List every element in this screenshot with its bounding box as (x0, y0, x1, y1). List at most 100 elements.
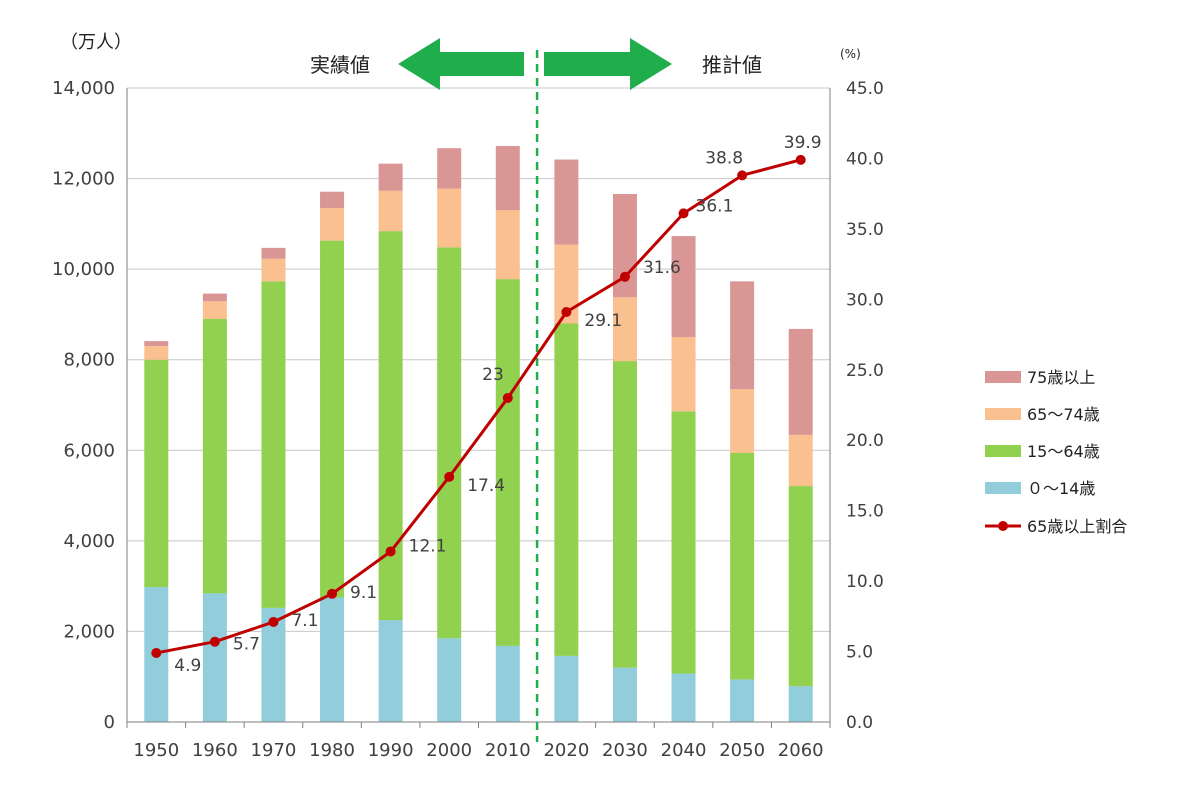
bar-2040-series-2 (671, 337, 696, 412)
left-arrow-icon (398, 38, 524, 90)
bar-1980-series-0 (320, 597, 345, 722)
bar-1960-series-2 (202, 301, 227, 319)
x-tick-label: 2050 (719, 740, 765, 761)
ratio-point-1980 (327, 588, 338, 599)
x-tick-label: 2000 (426, 740, 472, 761)
y2-tick-label: 20.0 (846, 431, 884, 451)
y2-tick-label: 5.0 (846, 643, 873, 663)
legend-label: 65歳以上割合 (1027, 517, 1127, 536)
bar-1960-series-3 (202, 293, 227, 302)
bar-2040-series-0 (671, 673, 696, 722)
x-tick-label: 2040 (661, 740, 707, 761)
axes (126, 88, 831, 728)
bar-1960-series-1 (202, 318, 227, 594)
right-axis-ticks: 0.0 5.0 10.0 15.0 20.0 25.0 30.0 35.0 40.0 45.0 (846, 79, 884, 733)
bar-2000-series-1 (437, 247, 462, 639)
legend-swatch (985, 408, 1021, 420)
bar-1980-series-1 (320, 240, 345, 598)
y-axis-unit: （万人） (60, 32, 132, 53)
legend-swatch (985, 371, 1021, 383)
bar-2000-series-2 (437, 188, 462, 248)
gridlines (127, 87, 830, 632)
x-tick-label: 1990 (368, 740, 414, 761)
ratio-point-1970 (268, 616, 279, 627)
ratio-label-2050: 38.8 (705, 148, 743, 168)
y-tick-label: 12,000 (52, 169, 115, 190)
actual-label: 実績値 (310, 53, 370, 77)
y2-tick-label: 25.0 (846, 361, 884, 381)
y2-tick-label: 40.0 (846, 149, 884, 169)
x-tick-label: 2010 (485, 740, 531, 761)
ratio-point-2030 (619, 271, 630, 282)
bar-1990-series-0 (378, 620, 403, 722)
ratio-label-1960: 5.7 (233, 635, 260, 655)
ratio-point-1990 (385, 546, 396, 557)
bar-1960-series-0 (202, 593, 227, 722)
bar-1990-series-1 (378, 231, 403, 621)
y2-axis-unit: (%) (840, 47, 861, 61)
legend-label: 65～74歳 (1027, 405, 1100, 424)
y-tick-label: 10,000 (52, 259, 115, 280)
y2-tick-label: 10.0 (846, 572, 884, 592)
bar-2060-series-3 (788, 328, 813, 435)
bar-2050-series-1 (730, 453, 755, 680)
y-tick-label: 4,000 (63, 531, 115, 552)
ratio-point-2010 (502, 392, 513, 403)
x-tick-label: 1970 (251, 740, 297, 761)
bar-2020-series-3 (554, 159, 579, 245)
ratio-label-2020: 29.1 (584, 311, 622, 331)
stacked-bars (144, 145, 813, 722)
bar-2060-series-2 (788, 434, 813, 487)
bar-2050-series-0 (730, 679, 755, 722)
y2-tick-label: 35.0 (846, 220, 884, 240)
bar-2040-series-1 (671, 411, 696, 674)
bar-1990-series-2 (378, 190, 403, 232)
x-axis-ticks: 1950 1960 1970 1980 1990 2000 2010 2020 2030 2040… (133, 740, 823, 761)
ratio-point-1950 (151, 647, 162, 658)
legend-label: 15～64歳 (1027, 442, 1100, 461)
legend-swatch (985, 482, 1021, 494)
bar-2020-series-1 (554, 323, 579, 656)
bar-2040-series-3 (671, 236, 696, 338)
bar-1970-series-1 (261, 281, 286, 608)
y-tick-label: 14,000 (52, 78, 115, 99)
ratio-label-1980: 9.1 (350, 583, 377, 603)
projection-label: 推計値 (702, 53, 762, 77)
bar-2030-series-0 (612, 667, 637, 722)
left-axis-ticks: 0 2,000 4,000 6,000 8,000 10,000 12,000 14,000 (52, 78, 115, 733)
x-tick-label: 2020 (543, 740, 589, 761)
y2-tick-label: 0.0 (846, 713, 873, 733)
legend-label: 75歳以上 (1027, 368, 1095, 387)
bar-2010-series-0 (495, 645, 520, 722)
y-tick-label: 8,000 (63, 350, 115, 371)
x-tick-label: 1950 (133, 740, 179, 761)
ratio-point-1960 (209, 636, 220, 647)
bar-2050-series-2 (730, 389, 755, 454)
ratio-label-2060: 39.9 (784, 133, 822, 153)
ratio-data-labels: 4.9 5.7 7.1 9.1 12.1 17.4 23 29.1 31.6 36.1 38.8 39… (174, 133, 821, 676)
ratio-line (151, 154, 806, 658)
bar-2000-series-3 (437, 148, 462, 189)
ratio-label-1990: 12.1 (409, 537, 447, 557)
ratio-label-2040: 36.1 (696, 196, 734, 216)
bar-1990-series-3 (378, 163, 403, 191)
bar-2050-series-3 (730, 281, 755, 390)
x-tick-label: 2030 (602, 740, 648, 761)
ratio-label-1970: 7.1 (291, 611, 318, 631)
bar-2010-series-2 (495, 210, 520, 280)
x-tick-label: 2060 (778, 740, 824, 761)
bar-1980-series-3 (320, 191, 345, 209)
bar-1980-series-2 (320, 208, 345, 241)
legend-line-marker (998, 521, 1008, 531)
legend-swatch (985, 445, 1021, 457)
ratio-line-path (156, 158, 802, 655)
y2-tick-label: 45.0 (846, 79, 884, 99)
y2-tick-label: 15.0 (846, 502, 884, 522)
bar-2060-series-0 (788, 686, 813, 722)
ratio-label-2000: 17.4 (467, 476, 505, 496)
bar-1950-series-2 (144, 346, 169, 360)
ratio-point-2040 (678, 208, 689, 219)
legend-label: ０～14歳 (1027, 479, 1095, 498)
y-tick-label: 6,000 (63, 440, 115, 461)
bar-2010-series-1 (495, 279, 520, 646)
